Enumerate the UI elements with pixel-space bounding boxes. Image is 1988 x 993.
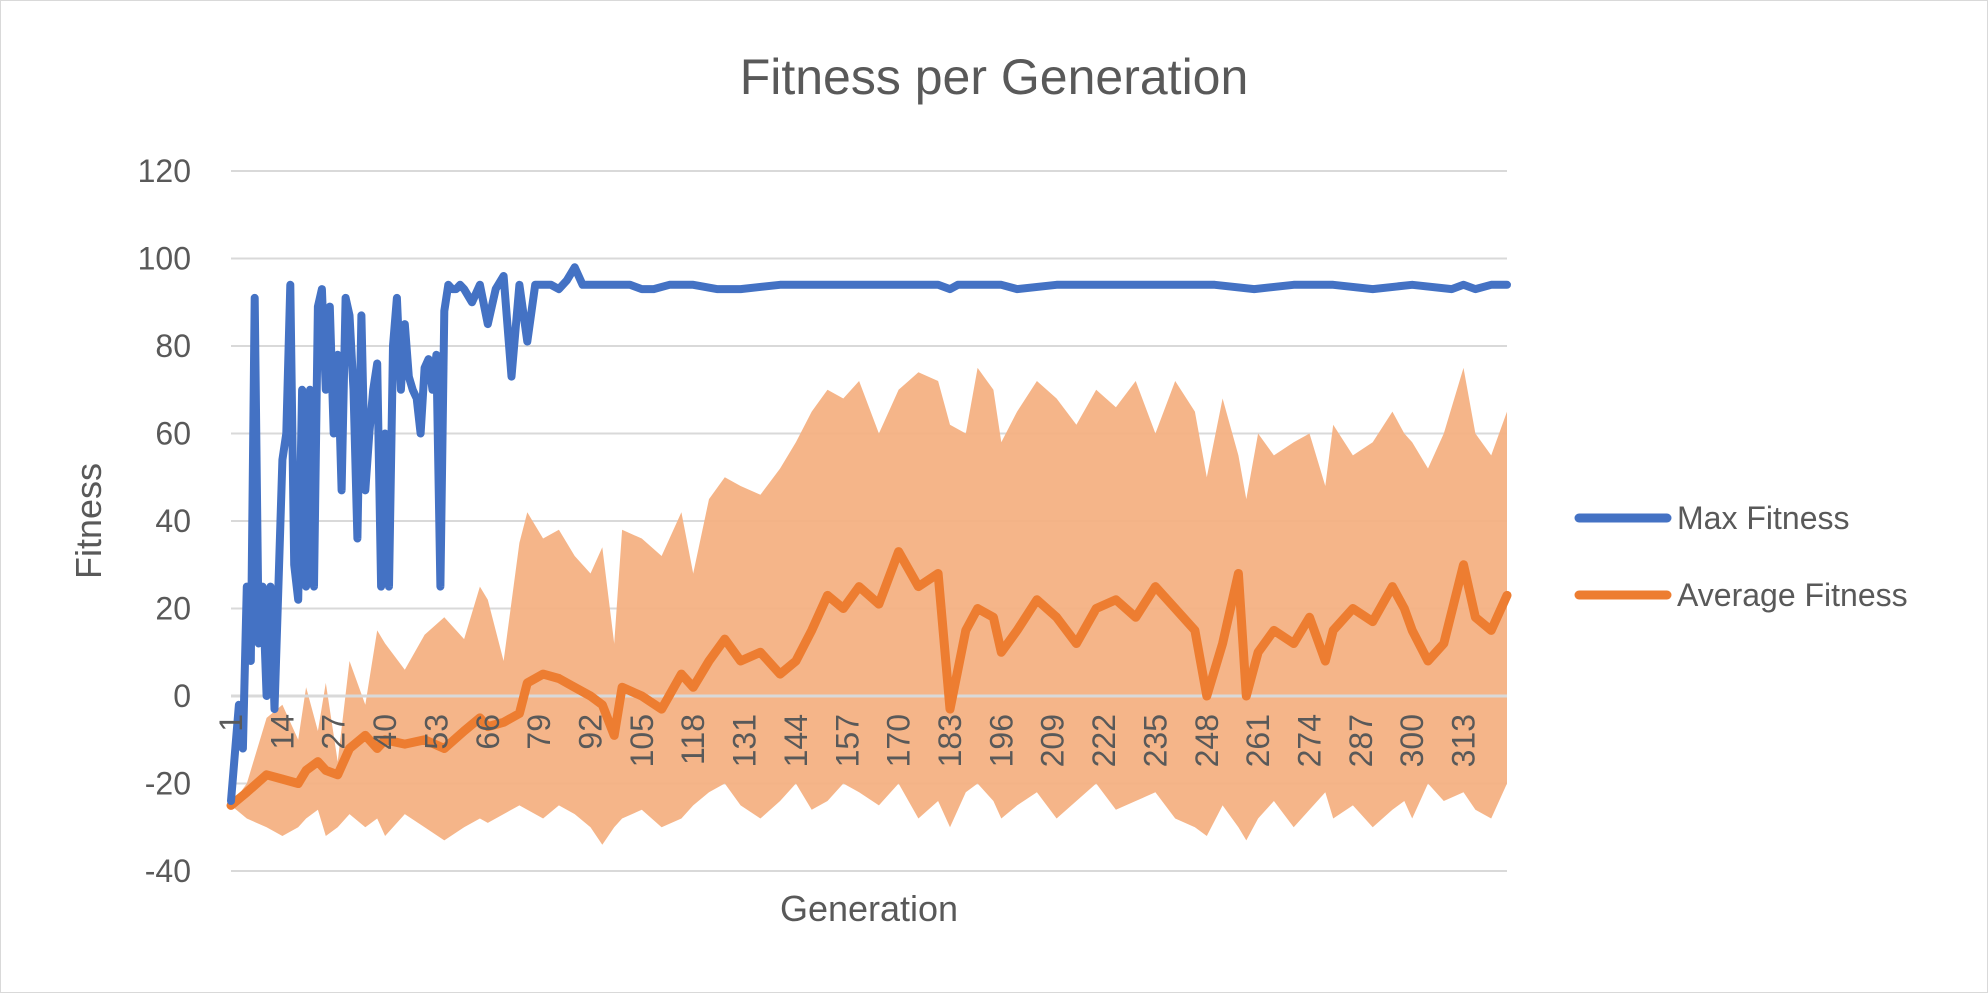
x-tick-label: 53 [418,714,454,750]
x-tick-label: 274 [1292,714,1328,767]
x-tick-label: 131 [727,714,763,767]
legend: Max Fitness Average Fitness [1574,500,1908,613]
x-tick-label: 144 [778,714,814,767]
x-tick-label: 1 [213,714,249,732]
x-tick-label: 118 [675,714,711,765]
legend-label-avg: Average Fitness [1677,577,1908,613]
x-tick-label: 196 [983,714,1019,767]
x-tick-layer: 1 14 27 40 53 66 79 92 105 118 131 144 157 170 183 196 2… [213,714,1482,767]
y-tick-label: -40 [145,853,191,889]
y-tick-label: 80 [155,328,191,364]
x-tick-label: 300 [1394,714,1430,767]
y-tick-label: 120 [138,153,191,189]
max-fitness-line [227,263,1511,805]
average-fitness-line [226,547,1512,810]
x-tick-label: 248 [1189,714,1225,767]
x-tick-label: 66 [470,714,506,750]
band-layer [231,367,1507,845]
x-tick-label: 222 [1086,714,1122,767]
x-tick-label: 105 [624,714,660,767]
y-tick-label: 0 [173,678,191,714]
x-tick-label: 157 [829,714,865,767]
x-tick-label: 261 [1240,714,1276,767]
x-tick-label: 235 [1137,714,1173,767]
x-tick-label: 79 [521,714,557,750]
x-axis-title: Generation [780,888,958,929]
x-tick-label: 92 [573,714,609,750]
x-tick-label: 313 [1446,714,1482,767]
y-tick-label: 100 [138,241,191,277]
legend-label-max: Max Fitness [1677,500,1849,536]
x-tick-label: 287 [1343,714,1379,767]
y-tick-layer: -40 -20 0 20 40 60 80 100 120 [138,153,191,889]
x-tick-label: 170 [881,714,917,767]
series-layer [226,263,1512,810]
y-tick-label: -20 [145,766,191,802]
x-tick-label: 183 [932,714,968,767]
y-tick-label: 40 [155,503,191,539]
x-tick-label: 209 [1035,714,1071,767]
y-axis-title: Fitness [68,463,109,579]
x-tick-label: 27 [316,714,352,750]
x-tick-label: 14 [264,714,300,750]
y-tick-label: 60 [155,416,191,452]
range-band [231,367,1507,845]
y-tick-label: 20 [155,591,191,627]
chart-title: Fitness per Generation [740,49,1249,105]
x-tick-label: 40 [367,714,403,750]
